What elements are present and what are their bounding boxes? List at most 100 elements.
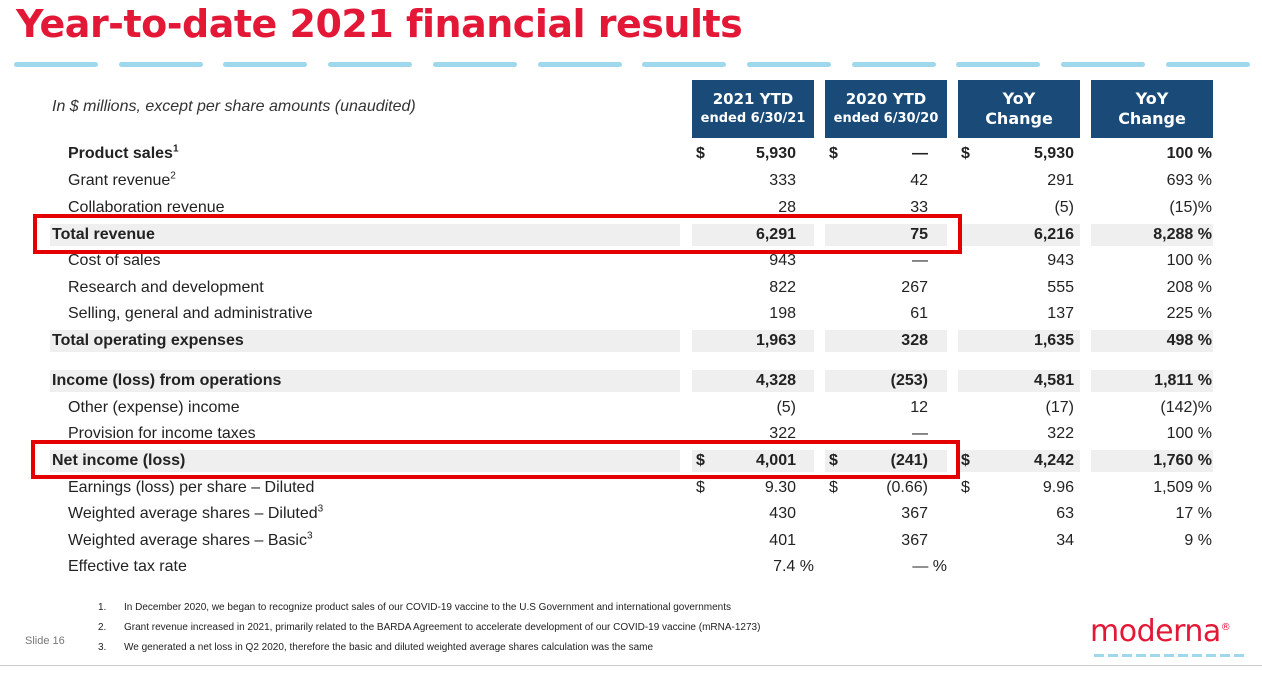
cell-2020: 61 — [910, 305, 928, 322]
row-label-total-revenue: Total revenue — [52, 226, 155, 243]
cell-yoy: 137 — [1047, 305, 1074, 322]
cell-2020: 33 — [910, 199, 928, 216]
row-label-provision-income-taxes: Provision for income taxes — [68, 425, 256, 442]
cell-2020: (0.66) — [886, 479, 928, 496]
cell-yoy: 555 — [1047, 279, 1074, 296]
total-row-band — [692, 370, 814, 392]
column-header-2020-ytd: 2020 YTD ended 6/30/20 — [825, 80, 947, 138]
row-label-collaboration-revenue: Collaboration revenue — [68, 199, 225, 216]
cell-2020: (241) — [890, 452, 928, 469]
cell-yoy-percent: 100 % — [1166, 425, 1212, 442]
column-header-line2: Change — [1118, 109, 1186, 128]
cell-2020: 328 — [901, 332, 928, 349]
cell-2021: 28 — [778, 199, 796, 216]
row-label-research-development: Research and development — [68, 279, 264, 296]
cell-2020: 12 — [910, 399, 928, 416]
row-label-total-operating-expenses: Total operating expenses — [52, 332, 244, 349]
total-row-band — [825, 330, 947, 352]
row-label-net-income: Net income (loss) — [52, 452, 186, 469]
total-row-band — [958, 330, 1080, 352]
cell-2021: 6,291 — [755, 226, 796, 243]
currency-sign: $ — [961, 145, 970, 162]
currency-sign: $ — [829, 145, 838, 162]
column-header-line1: 2020 YTD — [845, 90, 927, 108]
cell-2021: 943 — [769, 252, 796, 269]
moderna-logo: moderna® — [1090, 614, 1231, 649]
cell-yoy-percent: 1,509 % — [1153, 479, 1212, 496]
row-label-sga: Selling, general and administrative — [68, 305, 313, 322]
total-row-band — [1091, 224, 1213, 246]
row-label-eps-diluted: Earnings (loss) per share – Diluted — [68, 479, 315, 496]
cell-yoy: 63 — [1056, 505, 1074, 522]
cell-yoy: 9.96 — [1042, 479, 1074, 496]
currency-sign: $ — [961, 452, 970, 469]
logo-dash-underline — [1094, 654, 1244, 657]
total-row-band — [825, 370, 947, 392]
cell-yoy: 34 — [1056, 532, 1074, 549]
cell-yoy: 4,242 — [1033, 452, 1074, 469]
cell-2020: — % — [912, 558, 947, 575]
column-header-line1: YoY — [1002, 89, 1036, 108]
column-header-yoy-percent: YoY Change — [1091, 80, 1213, 138]
row-label-shares-diluted: Weighted average shares – Diluted3 — [68, 503, 324, 522]
column-header-line1: 2021 YTD — [712, 90, 794, 108]
cell-2021: 822 — [769, 279, 796, 296]
cell-yoy: 4,581 — [1033, 372, 1074, 389]
footnote: 1. In December 2020, we began to recogniz… — [98, 602, 732, 613]
total-row-band — [50, 224, 680, 246]
column-header-yoy-change: YoY Change — [958, 80, 1080, 138]
cell-2020: 367 — [901, 532, 928, 549]
cell-2021: 401 — [769, 532, 796, 549]
cell-2021: 198 — [769, 305, 796, 322]
total-row-band — [50, 330, 680, 352]
cell-yoy-percent: 8,288 % — [1153, 226, 1212, 243]
column-header-2021-ytd: 2021 YTD ended 6/30/21 — [692, 80, 814, 138]
row-label-effective-tax-rate: Effective tax rate — [68, 558, 187, 575]
column-header-line2: ended 6/30/21 — [700, 111, 806, 126]
cell-yoy-percent: 693 % — [1166, 172, 1212, 189]
cell-yoy-percent: 100 % — [1166, 145, 1212, 162]
cell-yoy-percent: 100 % — [1166, 252, 1212, 269]
highlight-box-total-revenue — [33, 214, 962, 254]
cell-2021: 322 — [769, 425, 796, 442]
cell-2021: 7.4 % — [773, 558, 814, 575]
cell-yoy-percent: 17 % — [1175, 505, 1212, 522]
footnotes: 1. In December 2020, we began to recogniz… — [98, 598, 760, 658]
cell-2021: (5) — [776, 399, 796, 416]
total-row-band — [692, 224, 814, 246]
column-header-line2: Change — [985, 109, 1053, 128]
cell-yoy-percent: (15)% — [1169, 199, 1212, 216]
cell-2021: 1,963 — [755, 332, 796, 349]
row-label-grant-revenue: Grant revenue2 — [68, 170, 176, 189]
currency-sign: $ — [829, 452, 838, 469]
total-row-band — [958, 450, 1080, 472]
cell-2020: — — [912, 425, 928, 442]
cell-yoy-percent: 9 % — [1184, 532, 1212, 549]
cell-2021: 4,001 — [755, 452, 796, 469]
cell-2020: — — [912, 145, 928, 162]
row-label-income-from-operations: Income (loss) from operations — [52, 372, 282, 389]
table-subtitle: In $ millions, except per share amounts … — [52, 98, 416, 115]
footnote: 2. Grant revenue increased in 2021, prima… — [98, 622, 761, 633]
cell-2020: 42 — [910, 172, 928, 189]
total-row-band — [1091, 330, 1213, 352]
total-row-band — [825, 224, 947, 246]
slide-title: Year-to-date 2021 financial results — [16, 2, 743, 46]
total-row-band — [1091, 370, 1213, 392]
cell-yoy-percent: 1,760 % — [1153, 452, 1212, 469]
cell-yoy: 322 — [1047, 425, 1074, 442]
total-row-band — [958, 370, 1080, 392]
column-header-line1: YoY — [1135, 89, 1169, 108]
currency-sign: $ — [696, 452, 705, 469]
row-label-product-sales: Product sales1 — [68, 143, 179, 162]
footer-rule — [0, 665, 1262, 666]
total-row-band — [1091, 450, 1213, 472]
row-label-other-income: Other (expense) income — [68, 399, 240, 416]
cell-2020: 267 — [901, 279, 928, 296]
cell-yoy: 291 — [1047, 172, 1074, 189]
total-row-band — [50, 450, 680, 472]
column-header-line2: ended 6/30/20 — [833, 111, 939, 126]
cell-yoy: 5,930 — [1033, 145, 1074, 162]
currency-sign: $ — [961, 479, 970, 496]
footnote: 3. We generated a net loss in Q2 2020, th… — [98, 642, 654, 653]
